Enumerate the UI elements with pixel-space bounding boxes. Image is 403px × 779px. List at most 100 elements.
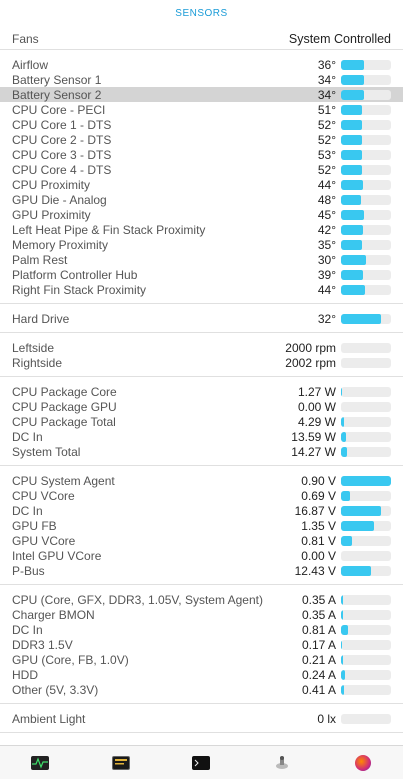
sensor-level-fill <box>341 446 347 457</box>
sensor-name: Ambient Light <box>12 711 86 726</box>
activity-monitor-button[interactable] <box>30 753 50 773</box>
sensor-value: 52° <box>317 162 336 177</box>
panel-title: SENSORS <box>175 8 228 19</box>
sensor-level-fill <box>341 194 361 205</box>
sensor-value: 0.41 A <box>301 682 336 697</box>
sensor-level-bar <box>341 313 391 324</box>
sensor-row[interactable]: CPU Package Core 1.27 W <box>0 384 403 399</box>
sensor-name: Memory Proximity <box>12 237 109 252</box>
sensor-row[interactable]: Palm Rest 30° <box>0 252 403 267</box>
sensor-row[interactable]: CPU Package GPU 0.00 W <box>0 399 403 414</box>
sensor-row[interactable]: Rightside 2002 rpm <box>0 355 403 370</box>
sensor-row[interactable]: CPU System Agent 0.90 V <box>0 473 403 488</box>
sensor-row[interactable]: DC In 13.59 W <box>0 429 403 444</box>
sensor-level-fill <box>341 624 348 635</box>
sensor-row[interactable]: CPU Proximity 44° <box>0 177 403 192</box>
sensor-row[interactable]: GPU Proximity 45° <box>0 207 403 222</box>
disk-utility-button[interactable] <box>272 753 292 773</box>
sensor-level-bar <box>341 609 391 620</box>
sensor-row[interactable]: GPU VCore 0.81 V <box>0 533 403 548</box>
sensor-name: CPU Package Total <box>12 414 116 429</box>
sensor-value: 36° <box>317 57 336 72</box>
sensor-row[interactable]: Intel GPU VCore 0.00 V <box>0 548 403 563</box>
sensor-row[interactable]: CPU Core 3 - DTS 53° <box>0 147 403 162</box>
sensor-name: System Total <box>12 444 81 459</box>
sensor-name: CPU System Agent <box>12 473 115 488</box>
fans-mode-value[interactable]: System Controlled <box>288 31 391 46</box>
sensor-level-bar <box>341 431 391 442</box>
sensor-level-bar <box>341 684 391 695</box>
sensor-name: Battery Sensor 1 <box>12 72 102 87</box>
sensor-row[interactable]: System Total 14.27 W <box>0 444 403 459</box>
sensor-row[interactable]: DDR3 1.5V 0.17 A <box>0 637 403 652</box>
sensor-row[interactable]: CPU VCore 0.69 V <box>0 488 403 503</box>
sensor-row[interactable]: CPU Core 1 - DTS 52° <box>0 117 403 132</box>
sensor-row[interactable]: Other (5V, 3.3V) 0.41 A <box>0 682 403 697</box>
sensor-level-bar <box>341 386 391 397</box>
sensor-row[interactable]: GPU FB 1.35 V <box>0 518 403 533</box>
network-globe-button[interactable] <box>353 753 373 773</box>
sensor-row[interactable]: Hard Drive 32° <box>0 311 403 326</box>
sensor-value: 12.43 V <box>294 563 336 578</box>
sensor-value: 52° <box>317 132 336 147</box>
sensor-name: Right Fin Stack Proximity <box>12 282 147 297</box>
sensor-name: DC In <box>12 622 43 637</box>
sensor-name: GPU (Core, FB, 1.0V) <box>12 652 129 667</box>
sensor-row[interactable]: DC In 16.87 V <box>0 503 403 518</box>
sensor-value: 0.69 V <box>301 488 336 503</box>
disk-utility-icon <box>275 755 289 771</box>
sensor-row[interactable]: Battery Sensor 1 34° <box>0 72 403 87</box>
sensor-row[interactable]: CPU Core - PECI 51° <box>0 102 403 117</box>
sensor-name: Other (5V, 3.3V) <box>12 682 99 697</box>
sensor-level-fill <box>341 119 362 130</box>
sensor-value: 34° <box>317 72 336 87</box>
sensor-row[interactable]: CPU Package Total 4.29 W <box>0 414 403 429</box>
sensor-row[interactable]: Right Fin Stack Proximity 44° <box>0 282 403 297</box>
sensor-row[interactable]: CPU Core 4 - DTS 52° <box>0 162 403 177</box>
sensor-section-fan-speeds: Leftside 2000 rpm Rightside 2002 rpm <box>0 333 403 377</box>
sensor-row[interactable]: P-Bus 12.43 V <box>0 563 403 578</box>
sensor-row[interactable]: Charger BMON 0.35 A <box>0 607 403 622</box>
sensor-row[interactable]: CPU Core 2 - DTS 52° <box>0 132 403 147</box>
sensor-row[interactable]: DC In 0.81 A <box>0 622 403 637</box>
sensor-row[interactable]: Platform Controller Hub 39° <box>0 267 403 282</box>
sensor-level-fill <box>341 490 350 501</box>
sensor-name: CPU Package GPU <box>12 399 117 414</box>
sensor-name: Airflow <box>12 57 49 72</box>
sensor-row[interactable]: Leftside 2000 rpm <box>0 340 403 355</box>
sensor-value: 0.35 A <box>301 592 336 607</box>
sensor-level-fill <box>341 149 362 160</box>
sensor-name: CPU VCore <box>12 488 75 503</box>
sensor-level-bar <box>341 269 391 280</box>
sensor-row[interactable]: Battery Sensor 2 34° <box>0 87 403 102</box>
sensor-value: 44° <box>317 282 336 297</box>
sensor-level-bar <box>341 416 391 427</box>
sensor-name: P-Bus <box>12 563 45 578</box>
sensor-name: CPU Core - PECI <box>12 102 106 117</box>
fans-mode-row[interactable]: Fans System Controlled <box>0 28 403 50</box>
sensor-level-bar <box>341 401 391 412</box>
sensor-row[interactable]: Airflow 36° <box>0 57 403 72</box>
sensor-row[interactable]: GPU Die - Analog 48° <box>0 192 403 207</box>
sensor-row[interactable]: HDD 0.24 A <box>0 667 403 682</box>
sensor-level-bar <box>341 254 391 265</box>
sensor-row[interactable]: GPU (Core, FB, 1.0V) 0.21 A <box>0 652 403 667</box>
sensor-level-fill <box>341 179 363 190</box>
console-button[interactable] <box>111 753 131 773</box>
sensor-level-fill <box>341 594 343 605</box>
sensor-row[interactable]: Left Heat Pipe & Fin Stack Proximity 42° <box>0 222 403 237</box>
terminal-icon <box>192 755 211 770</box>
sensor-row[interactable]: Ambient Light 0 lx <box>0 711 403 726</box>
sensor-row[interactable]: Memory Proximity 35° <box>0 237 403 252</box>
sensor-name: HDD <box>12 667 38 682</box>
sensor-level-bar <box>341 624 391 635</box>
terminal-button[interactable] <box>191 753 211 773</box>
sensor-row[interactable]: CPU (Core, GFX, DDR3, 1.05V, System Agen… <box>0 592 403 607</box>
fans-label: Fans <box>12 31 39 46</box>
sensor-level-fill <box>341 639 342 650</box>
sensor-level-bar <box>341 550 391 561</box>
sensor-name: DDR3 1.5V <box>12 637 73 652</box>
sensor-level-bar <box>341 194 391 205</box>
sensor-value: 32° <box>317 311 336 326</box>
sensor-name: GPU FB <box>12 518 57 533</box>
